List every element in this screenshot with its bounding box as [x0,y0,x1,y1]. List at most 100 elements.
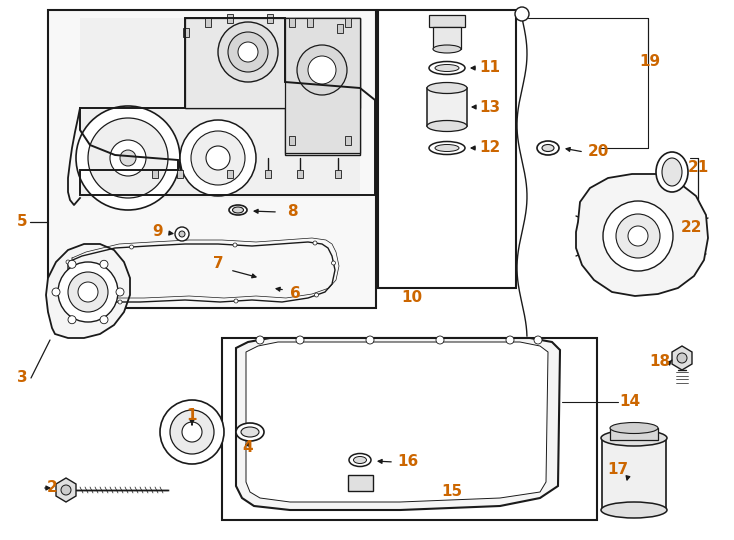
Text: 16: 16 [397,455,418,469]
Circle shape [366,336,374,344]
Circle shape [76,106,180,210]
Ellipse shape [427,120,467,132]
Text: 9: 9 [153,225,163,240]
Polygon shape [236,338,560,510]
Bar [610,428,658,440]
Ellipse shape [662,158,682,186]
Circle shape [616,214,660,258]
Circle shape [68,272,108,312]
Bar [227,14,233,23]
Bar [337,24,343,33]
Circle shape [234,299,238,303]
Ellipse shape [537,141,559,155]
Bar [185,18,360,108]
Ellipse shape [241,427,259,437]
Bar [429,15,465,27]
Circle shape [175,227,189,241]
Bar [285,18,360,153]
Circle shape [66,260,70,264]
Circle shape [182,422,202,442]
Text: 18: 18 [650,354,671,369]
Ellipse shape [229,205,247,215]
Text: 10: 10 [401,291,423,306]
Circle shape [314,293,319,297]
Polygon shape [56,478,76,502]
Bar [427,88,467,126]
Bar [345,18,351,27]
Bar [183,28,189,37]
Circle shape [515,7,529,21]
Text: 14: 14 [619,395,641,409]
Circle shape [308,56,336,84]
Circle shape [677,353,687,363]
Text: 13: 13 [479,99,501,114]
Circle shape [170,410,214,454]
Bar [267,14,273,23]
Circle shape [160,400,224,464]
Ellipse shape [601,502,667,518]
Bar [265,170,271,178]
Ellipse shape [601,430,667,446]
Circle shape [100,316,108,323]
Text: 15: 15 [441,484,462,500]
Circle shape [52,288,60,296]
Circle shape [179,231,185,237]
Circle shape [120,150,136,166]
Text: 12: 12 [479,140,501,156]
Text: 21: 21 [687,160,708,176]
Ellipse shape [233,207,244,213]
Circle shape [110,140,146,176]
Polygon shape [246,342,548,502]
Bar [348,475,373,491]
Ellipse shape [354,456,366,463]
Ellipse shape [435,145,459,152]
Polygon shape [80,18,360,198]
Circle shape [58,262,118,322]
Bar [289,136,295,145]
Text: 22: 22 [681,220,702,235]
Circle shape [228,32,268,72]
Bar [307,18,313,27]
Ellipse shape [236,423,264,441]
Circle shape [628,226,648,246]
Text: 17: 17 [608,462,628,477]
Circle shape [233,243,237,247]
Circle shape [129,245,134,249]
Circle shape [218,22,278,82]
Circle shape [313,241,317,245]
Text: 19: 19 [639,55,661,70]
Text: 8: 8 [287,205,297,219]
Ellipse shape [435,64,459,71]
Polygon shape [672,346,692,370]
Text: 2: 2 [47,481,57,496]
Polygon shape [576,174,708,296]
Bar [433,27,461,49]
Text: 4: 4 [243,441,253,456]
Circle shape [61,485,71,495]
Ellipse shape [656,152,688,192]
Bar [227,170,233,178]
Circle shape [436,336,444,344]
Circle shape [180,120,256,196]
Circle shape [68,260,76,268]
Ellipse shape [349,454,371,467]
Circle shape [66,274,70,278]
Ellipse shape [429,141,465,154]
Ellipse shape [427,83,467,93]
Circle shape [297,45,347,95]
Bar [297,170,303,178]
Circle shape [332,261,335,265]
Circle shape [191,131,245,185]
Text: 20: 20 [587,145,608,159]
Polygon shape [46,244,130,338]
Text: 5: 5 [17,214,27,230]
Circle shape [206,146,230,170]
Circle shape [100,260,108,268]
Polygon shape [185,18,360,155]
Text: 7: 7 [213,256,223,272]
Bar [335,170,341,178]
Circle shape [256,336,264,344]
Ellipse shape [610,422,658,434]
Ellipse shape [429,62,465,75]
Circle shape [603,201,673,271]
